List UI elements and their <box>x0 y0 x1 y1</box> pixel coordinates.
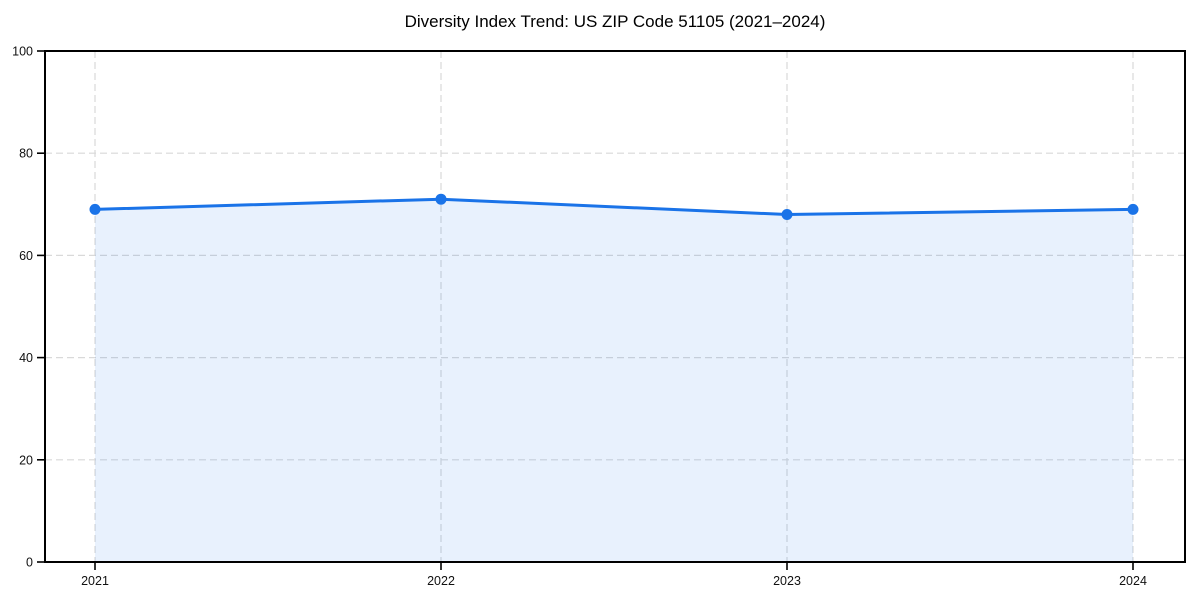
plot-frame <box>44 50 1186 563</box>
y-tick-label-60: 60 <box>19 249 33 263</box>
y-tick-label-40: 40 <box>19 351 33 365</box>
data-point-2022 <box>435 193 447 205</box>
chart-title: Diversity Index Trend: US ZIP Code 51105… <box>404 12 826 31</box>
x-tick-label-2021: 2021 <box>81 574 109 588</box>
y-tick-label-100: 100 <box>12 45 33 59</box>
trend-line <box>93 197 1135 217</box>
x-tick-label-2022: 2022 <box>427 574 455 588</box>
x-tick-label-2023: 2023 <box>773 574 801 588</box>
area-fill <box>95 199 1133 562</box>
data-point-2024 <box>1127 203 1139 215</box>
y-tick-label-0: 0 <box>26 556 33 570</box>
data-point-2021 <box>89 203 101 215</box>
y-tick-label-80: 80 <box>19 147 33 161</box>
y-tick-label-20: 20 <box>19 453 33 467</box>
data-point-2023 <box>781 209 793 221</box>
x-tick-label-2024: 2024 <box>1119 574 1147 588</box>
